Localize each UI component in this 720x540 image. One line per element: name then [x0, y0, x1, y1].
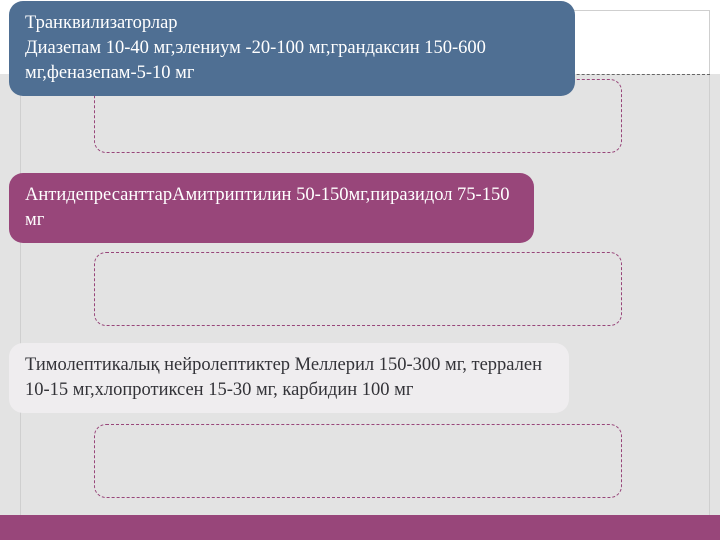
card-line2: Диазепам 10-40 мг,элениум -20-100 мг,гра… [25, 36, 559, 86]
drug-category-card: Тимолептикалық нейролептиктер Меллерил 1… [9, 343, 569, 413]
content-panel [94, 252, 622, 326]
drug-category-card: Транквилизаторлар Диазепам 10-40 мг,элен… [9, 1, 575, 96]
bottom-accent-bar [0, 515, 720, 540]
content-panel [94, 424, 622, 498]
card-line1: Тимолептикалық нейролептиктер Меллерил 1… [25, 353, 553, 403]
card-line1: АнтидепресанттарАмитриптилин 50-150мг,пи… [25, 183, 518, 233]
card-line1: Транквилизаторлар [25, 11, 559, 36]
drug-category-card: АнтидепресанттарАмитриптилин 50-150мг,пи… [9, 173, 534, 243]
